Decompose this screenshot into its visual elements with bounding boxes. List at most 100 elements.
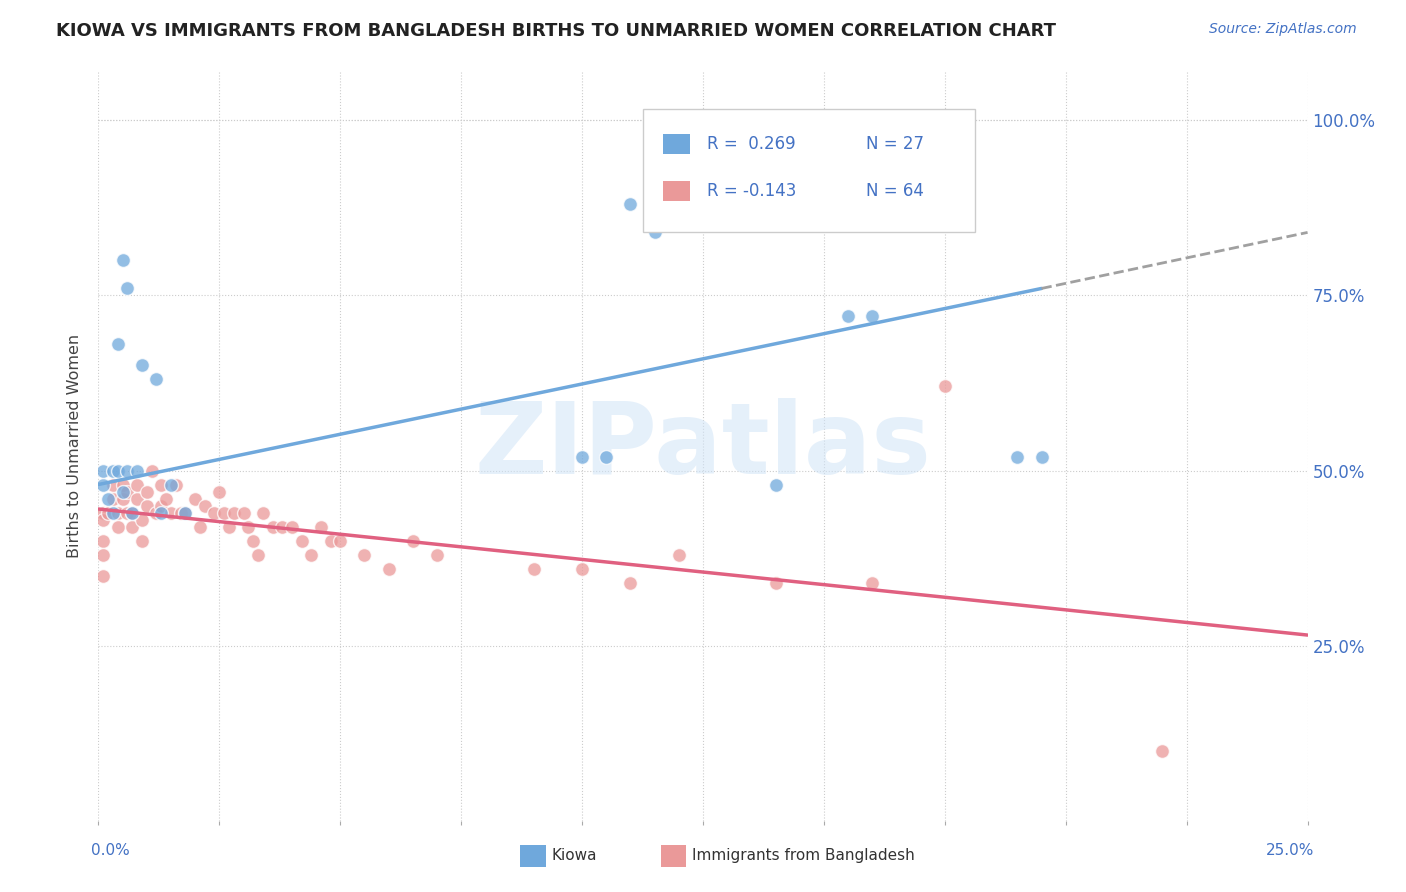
Point (208, 484, 231, 499)
Point (111, 477, 134, 491)
Point (97, 506, 120, 520)
Point (668, 548, 690, 562)
Point (571, 561, 593, 575)
Y-axis label: Births to Unmarried Women: Births to Unmarried Women (67, 334, 83, 558)
Point (402, 533, 425, 548)
Point (329, 533, 352, 548)
Point (204, 506, 226, 520)
Point (141, 463, 163, 477)
Point (232, 506, 254, 520)
Point (101, 506, 124, 520)
Point (309, 519, 332, 533)
Point (212, 506, 235, 520)
Text: 25.0%: 25.0% (1267, 843, 1315, 857)
Point (765, 477, 787, 491)
Point (377, 561, 399, 575)
Point (107, 463, 129, 477)
Point (426, 548, 449, 562)
Point (1031, 450, 1053, 464)
Point (131, 359, 153, 373)
Text: KIOWA VS IMMIGRANTS FROM BANGLADESH BIRTHS TO UNMARRIED WOMEN CORRELATION CHART: KIOWA VS IMMIGRANTS FROM BANGLADESH BIRT… (56, 22, 1056, 40)
Point (571, 450, 593, 464)
Point (127, 477, 149, 491)
Bar (664, 181, 690, 201)
Point (150, 506, 173, 520)
Point (107, 506, 129, 520)
Point (101, 477, 124, 491)
Point (160, 506, 183, 520)
Point (97, 491, 120, 506)
Point (644, 226, 666, 240)
Point (934, 379, 956, 393)
Text: Kiowa: Kiowa (551, 848, 596, 863)
Point (523, 561, 546, 575)
Text: 0.0%: 0.0% (91, 843, 131, 857)
Point (860, 575, 883, 590)
Point (150, 499, 173, 513)
Point (91, 463, 114, 477)
Bar (664, 134, 690, 154)
Point (91, 477, 114, 491)
Point (174, 506, 197, 520)
Point (145, 506, 167, 520)
Point (101, 491, 124, 506)
Point (242, 533, 264, 548)
Point (117, 484, 139, 499)
Point (765, 575, 787, 590)
Point (121, 506, 143, 520)
Point (135, 484, 157, 499)
Point (619, 575, 641, 590)
Point (127, 463, 149, 477)
Point (188, 519, 211, 533)
Point (111, 491, 134, 506)
Point (238, 519, 260, 533)
Point (218, 519, 240, 533)
Text: Immigrants from Bangladesh: Immigrants from Bangladesh (692, 848, 914, 863)
Point (91, 568, 114, 582)
Point (121, 506, 143, 520)
Point (860, 310, 883, 324)
Point (117, 281, 139, 295)
Point (1152, 743, 1174, 757)
Point (169, 506, 191, 520)
Point (121, 519, 143, 533)
Point (101, 463, 124, 477)
Point (271, 519, 294, 533)
Point (222, 506, 245, 520)
Point (91, 533, 114, 548)
Point (595, 450, 617, 464)
Point (117, 463, 139, 477)
Point (299, 548, 322, 562)
Point (155, 491, 177, 506)
Point (91, 512, 114, 526)
Point (165, 477, 187, 491)
Point (281, 519, 304, 533)
Point (353, 548, 375, 562)
Text: N = 27: N = 27 (866, 135, 924, 153)
Point (91, 548, 114, 562)
Point (145, 372, 167, 386)
Text: R = -0.143: R = -0.143 (707, 182, 796, 200)
Point (117, 506, 139, 520)
Point (160, 477, 183, 491)
Point (262, 519, 284, 533)
Point (194, 499, 217, 513)
Point (111, 484, 134, 499)
Point (247, 548, 270, 562)
Point (619, 197, 641, 211)
Point (107, 519, 129, 533)
FancyBboxPatch shape (643, 109, 976, 233)
Text: Source: ZipAtlas.com: Source: ZipAtlas.com (1209, 22, 1357, 37)
Point (290, 533, 312, 548)
Text: ZIPatlas: ZIPatlas (475, 398, 931, 494)
Point (127, 491, 149, 506)
Point (174, 506, 197, 520)
Point (135, 499, 157, 513)
Point (111, 253, 134, 268)
Point (1007, 450, 1029, 464)
Point (131, 512, 153, 526)
Point (252, 506, 274, 520)
Point (91, 506, 114, 520)
Point (319, 533, 342, 548)
Text: N = 64: N = 64 (866, 182, 924, 200)
